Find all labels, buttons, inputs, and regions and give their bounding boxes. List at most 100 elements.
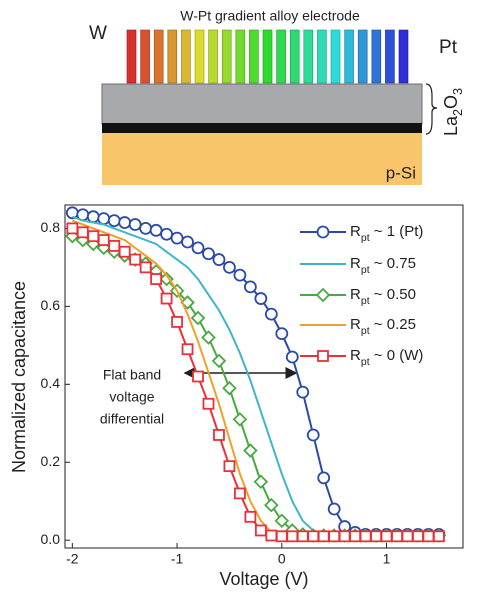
legend-label: Rpt ~ 0 (W)	[350, 347, 423, 368]
legend-label: Rpt ~ 1 (Pt)	[350, 223, 423, 244]
oxide-layer	[101, 83, 423, 125]
x-tick-label: -2	[66, 551, 79, 567]
electrode-bar	[235, 29, 246, 84]
data-point	[181, 343, 194, 356]
data-point	[338, 530, 351, 543]
legend-label: Rpt ~ 0.50	[350, 286, 416, 307]
y-tick-label: 0.0	[41, 531, 61, 547]
data-point	[223, 260, 236, 274]
electrode-bar	[398, 29, 409, 84]
electrode-bar	[330, 29, 341, 84]
data-point	[359, 530, 372, 543]
data-point	[129, 253, 142, 266]
electrode-bar	[140, 29, 150, 84]
data-point	[201, 330, 216, 345]
data-point	[139, 261, 152, 274]
data-point	[412, 530, 424, 543]
legend-label: Rpt ~ 0.25	[350, 316, 416, 337]
data-point	[87, 230, 100, 243]
data-point	[307, 530, 320, 543]
data-point	[370, 530, 382, 543]
data-point	[254, 524, 267, 537]
data-point	[65, 206, 79, 220]
data-point	[213, 429, 225, 441]
data-point	[243, 280, 257, 294]
data-point	[285, 350, 299, 364]
electrode-bar	[167, 29, 178, 84]
w-label: W	[89, 23, 107, 44]
data-point	[192, 370, 204, 383]
electrode-bar	[303, 29, 314, 84]
data-point	[317, 530, 330, 543]
data-point	[244, 510, 257, 523]
data-point	[264, 497, 279, 513]
data-point	[254, 292, 268, 305]
data-point	[86, 210, 100, 224]
data-point	[265, 529, 278, 542]
annotation-line: voltage	[109, 389, 154, 405]
y-axis-label: Normalized capacitance	[9, 281, 29, 473]
data-point	[190, 310, 206, 326]
data-point	[296, 385, 310, 399]
data-point	[118, 216, 132, 229]
data-point	[327, 502, 341, 516]
data-point	[118, 245, 131, 258]
data-point	[211, 353, 227, 369]
electrode-bar	[385, 29, 395, 84]
electrode-bar	[371, 29, 382, 84]
legend-marker	[316, 225, 330, 239]
electrode-bar	[357, 29, 368, 84]
electrode-bar	[249, 29, 259, 84]
data-point	[223, 460, 236, 473]
electrode-bar	[221, 29, 232, 84]
electrode-bar	[289, 29, 300, 84]
data-point	[422, 530, 435, 543]
pt-label: Pt	[439, 37, 458, 58]
data-point	[264, 307, 278, 321]
data-point	[66, 222, 79, 235]
data-point	[317, 471, 331, 485]
data-point	[202, 397, 215, 410]
data-point	[243, 443, 258, 458]
data-point	[108, 240, 121, 252]
electrode-bar	[153, 29, 164, 84]
data-point	[139, 221, 153, 235]
data-point	[433, 530, 445, 543]
y-tick-label: 0.4	[41, 375, 61, 391]
series-line	[71, 235, 439, 537]
data-point	[181, 235, 194, 249]
data-point	[170, 231, 184, 245]
data-point	[150, 273, 163, 285]
annotation-line: differential	[100, 411, 164, 427]
data-point	[232, 412, 248, 427]
electrode-bar	[194, 29, 205, 84]
legend-marker	[317, 350, 329, 362]
data-point	[274, 513, 290, 528]
data-point	[97, 212, 111, 226]
data-point	[233, 268, 247, 282]
data-point	[286, 530, 299, 543]
data-point	[160, 292, 173, 305]
annotation-line: Flat band	[103, 367, 161, 383]
cv-chart: Normalized capacitance Voltage (V) Flat …	[9, 204, 488, 589]
y-tick-label: 0.8	[41, 219, 61, 235]
data-point	[380, 530, 393, 543]
data-point	[306, 428, 320, 442]
electrode-bar	[262, 29, 273, 84]
y-tick-label: 0.2	[41, 453, 61, 469]
substrate	[102, 133, 422, 185]
brace	[425, 83, 438, 135]
electrode-bar	[344, 29, 354, 84]
oxide-label: La2O3	[441, 88, 466, 136]
data-point	[391, 530, 403, 543]
schematic-title: W-Pt gradient alloy electrode	[180, 8, 360, 24]
data-point	[149, 223, 163, 237]
substrate-label: p-Si	[386, 163, 416, 182]
electrode-bar	[317, 29, 327, 84]
data-point	[253, 474, 269, 490]
x-tick-label: -1	[171, 551, 184, 567]
data-point	[107, 214, 121, 227]
data-point	[296, 530, 309, 543]
y-tick-label: 0.6	[41, 297, 61, 313]
